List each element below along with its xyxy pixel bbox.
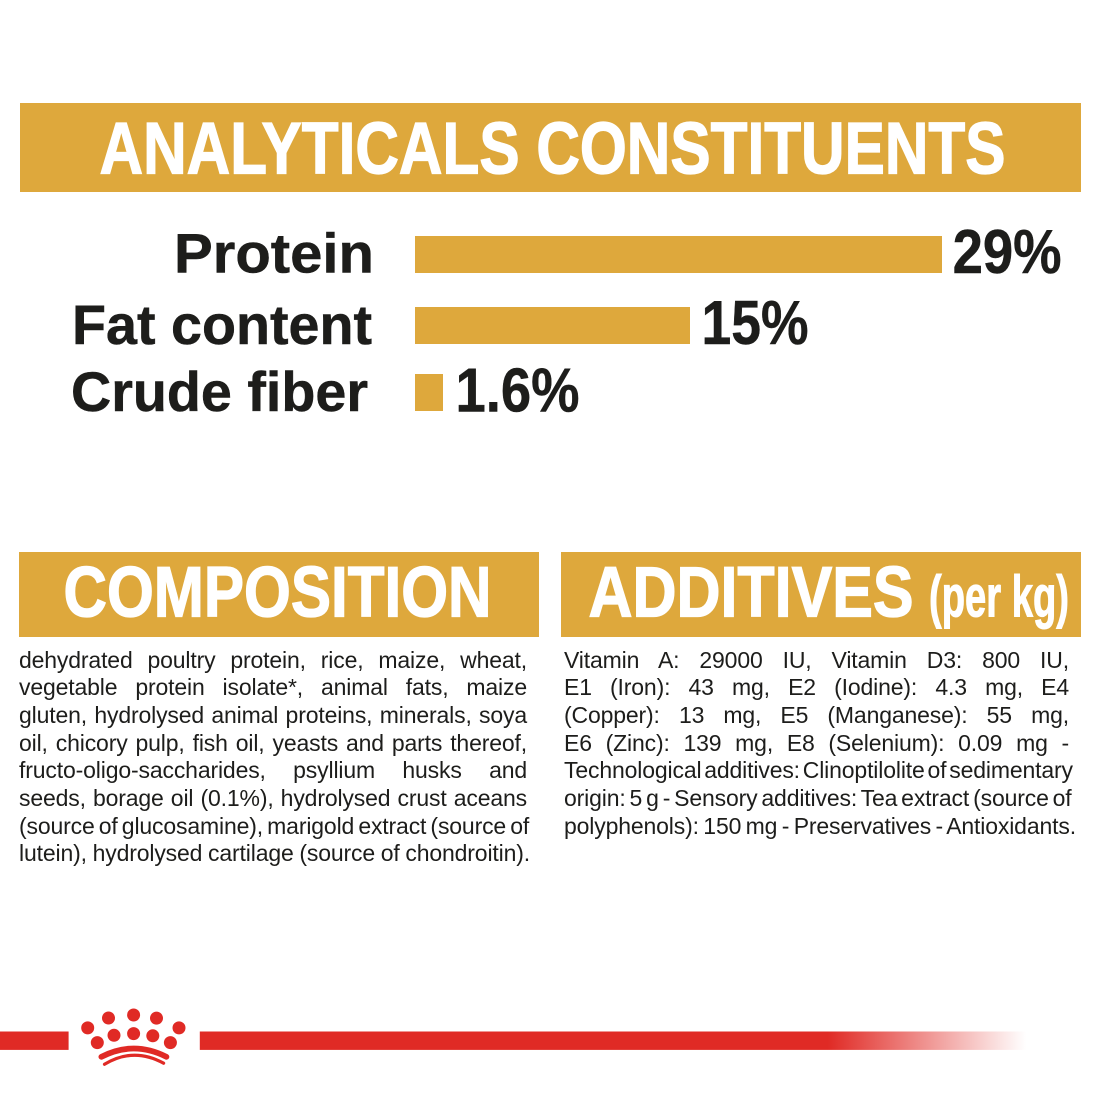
svg-text:Crude fiber: Crude fiber: [71, 360, 368, 423]
svg-text:ADDITIVES: ADDITIVES: [589, 554, 914, 633]
svg-text:Fat content: Fat content: [72, 293, 372, 356]
svg-text:(per kg): (per kg): [929, 565, 1069, 630]
svg-text:29%: 29%: [953, 218, 1062, 287]
svg-text:1.6%: 1.6%: [456, 357, 580, 426]
svg-text:15%: 15%: [702, 289, 809, 358]
svg-text:Protein: Protein: [174, 222, 374, 285]
svg-text:COMPOSITION: COMPOSITION: [64, 554, 492, 633]
svg-text:ANALYTICALS CONSTITUENTS: ANALYTICALS CONSTITUENTS: [100, 109, 1006, 190]
